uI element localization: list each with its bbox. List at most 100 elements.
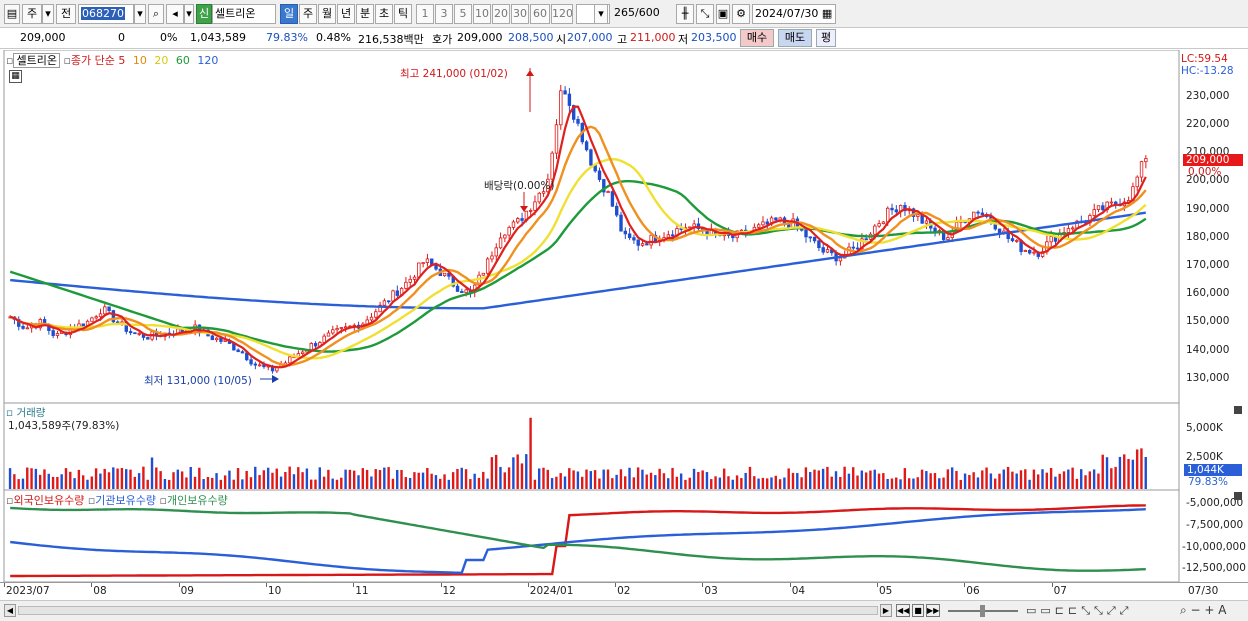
interval-button[interactable]: 60 [530, 4, 550, 24]
interval-button[interactable]: 30 [511, 4, 529, 24]
quote-bar: 209,000 0 0% 1,043,589 79.83% 0.48% 216,… [0, 28, 1248, 49]
volume-bar [593, 470, 597, 489]
zoom-slider-handle[interactable] [980, 605, 985, 617]
interval-button[interactable]: 3 [435, 4, 453, 24]
chevron-down-icon[interactable]: ▾ [42, 4, 54, 24]
tool-icon[interactable]: ⤡ [696, 4, 714, 24]
candle-body [460, 291, 464, 293]
period-tick-button[interactable]: 틱 [394, 4, 412, 24]
candle-body [855, 247, 860, 250]
count-field[interactable]: 265/600 [612, 4, 668, 24]
scroll-left-icon[interactable]: ◀ [4, 604, 16, 617]
candle-body [838, 257, 843, 262]
holdings-chart[interactable] [0, 490, 1248, 582]
volume-bar [636, 467, 640, 489]
ma120-line [10, 211, 1146, 310]
lc-label: LC:59.54 [1181, 53, 1228, 65]
volume-bar [404, 477, 408, 489]
volume-bar [271, 472, 274, 489]
interval-button[interactable]: 1 [416, 4, 434, 24]
scroll-right-icon[interactable]: ▶ [880, 604, 892, 617]
volume-bar [1144, 456, 1147, 489]
volume-bar [305, 468, 309, 489]
volume-bar [1062, 471, 1066, 489]
save-icon[interactable]: ▣ [716, 4, 730, 24]
candle-body [128, 331, 133, 334]
volume-bar [112, 467, 115, 489]
volume-bar [981, 470, 984, 489]
candle-body [972, 211, 976, 220]
stock-code-input[interactable]: 068270 [78, 4, 134, 24]
window-menu-icon[interactable]: ▤ [4, 4, 20, 24]
volume-bar [103, 468, 106, 489]
volume-bar [348, 469, 352, 489]
price-tick-label: 140,000 [1186, 343, 1230, 356]
volume-bar [297, 467, 300, 489]
speaker-icon[interactable]: ◂ [166, 4, 184, 24]
chevron-down-icon[interactable]: ▾ [184, 4, 194, 24]
period-year-button[interactable]: 년 [337, 4, 355, 24]
period-week-button[interactable]: 주 [299, 4, 317, 24]
chart-type-icon[interactable]: ╫ [676, 4, 694, 24]
price-tick-label: 180,000 [1186, 230, 1230, 243]
sell-button[interactable]: 매도 [778, 29, 812, 47]
volume-bar [624, 476, 627, 489]
candle-body [90, 317, 94, 322]
search-icon[interactable]: ⌕ [148, 4, 164, 24]
interval-label: 20 [494, 7, 508, 20]
forward-icon[interactable]: ▶▶ [926, 604, 940, 617]
volume-bar [1114, 466, 1117, 489]
x-axis-label: 11 [355, 585, 369, 597]
interval-button[interactable]: 10 [473, 4, 491, 24]
drawing-tools-icon[interactable]: ▭▭⊏⊏⤡⤡⤢⤢ [1026, 604, 1133, 617]
volume-bar [744, 472, 747, 489]
volume-bar [1110, 468, 1113, 489]
scroll-track[interactable] [18, 606, 878, 615]
stock-name-field[interactable]: 셀트리온 [212, 4, 276, 24]
interval-button[interactable]: 5 [454, 4, 472, 24]
chevron-down-icon[interactable]: ▾ [594, 4, 608, 24]
market-selector[interactable]: 주 [22, 4, 42, 24]
candle-body [326, 332, 331, 337]
volume-bar [791, 472, 795, 489]
volume-bar [800, 477, 803, 489]
interval-button[interactable]: 20 [492, 4, 510, 24]
volume-bar [86, 479, 89, 489]
volume-bar [852, 467, 855, 489]
date-input[interactable]: 2024/07/30 ▦ [752, 4, 836, 24]
rewind-icon[interactable]: ◀◀ [896, 604, 910, 617]
buy-button[interactable]: 매수 [740, 29, 774, 47]
candle-body [442, 272, 447, 277]
current-price: 209,000 [20, 31, 66, 44]
candle-body [464, 289, 468, 293]
scope-selector[interactable]: 전 [56, 4, 76, 24]
period-month-button[interactable]: 월 [318, 4, 336, 24]
volume-bar [1131, 459, 1135, 489]
candle-body [1027, 250, 1032, 254]
volume-bar [107, 472, 111, 489]
period-day-button[interactable]: 일 [280, 4, 298, 24]
legend-institution: 기관보유수량 [95, 494, 157, 507]
close-icon[interactable] [1234, 492, 1242, 500]
period-minute-button[interactable]: 분 [356, 4, 374, 24]
hc-label: HC:-13.28 [1181, 65, 1234, 77]
candle-body [94, 316, 98, 319]
zoom-controls-icon[interactable]: ⌕ − + A [1180, 603, 1227, 617]
table-icon[interactable]: ▦ [9, 70, 22, 83]
volume-bar [439, 478, 442, 489]
volume-bar [946, 469, 950, 489]
interval-button[interactable]: 120 [551, 4, 573, 24]
stop-icon[interactable]: ■ [912, 604, 924, 617]
bid-label: 호가 [432, 33, 453, 46]
price-chart[interactable] [0, 50, 1248, 403]
close-icon[interactable] [1234, 406, 1242, 414]
volume-chart[interactable] [0, 403, 1248, 490]
eval-button[interactable]: 평 [816, 29, 836, 47]
legend-marker: ▫ [63, 54, 71, 67]
volume-bar [968, 475, 971, 489]
period-second-button[interactable]: 초 [375, 4, 393, 24]
gear-icon[interactable]: ⚙ [732, 4, 750, 24]
chevron-down-icon[interactable]: ▾ [134, 4, 146, 24]
volume-bar [383, 467, 386, 489]
candle-body [606, 191, 610, 193]
